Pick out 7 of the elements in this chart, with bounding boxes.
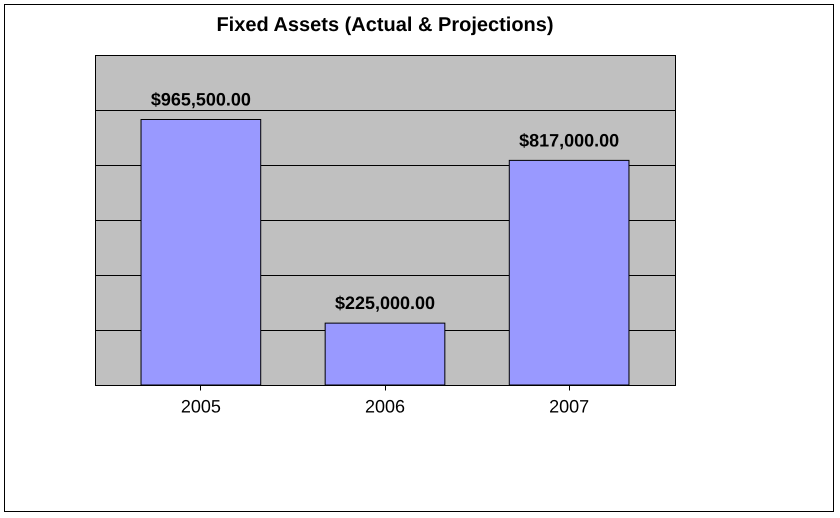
data-label: $225,000.00 xyxy=(334,293,436,314)
data-label: $965,500.00 xyxy=(150,89,251,110)
chart-title: Fixed Assets (Actual & Projections) xyxy=(216,14,554,36)
data-label: $817,000.00 xyxy=(519,130,620,150)
x-tick-label: 2006 xyxy=(364,396,406,416)
x-tick-label: 2007 xyxy=(549,396,590,416)
x-tick-label: 2005 xyxy=(180,396,221,416)
